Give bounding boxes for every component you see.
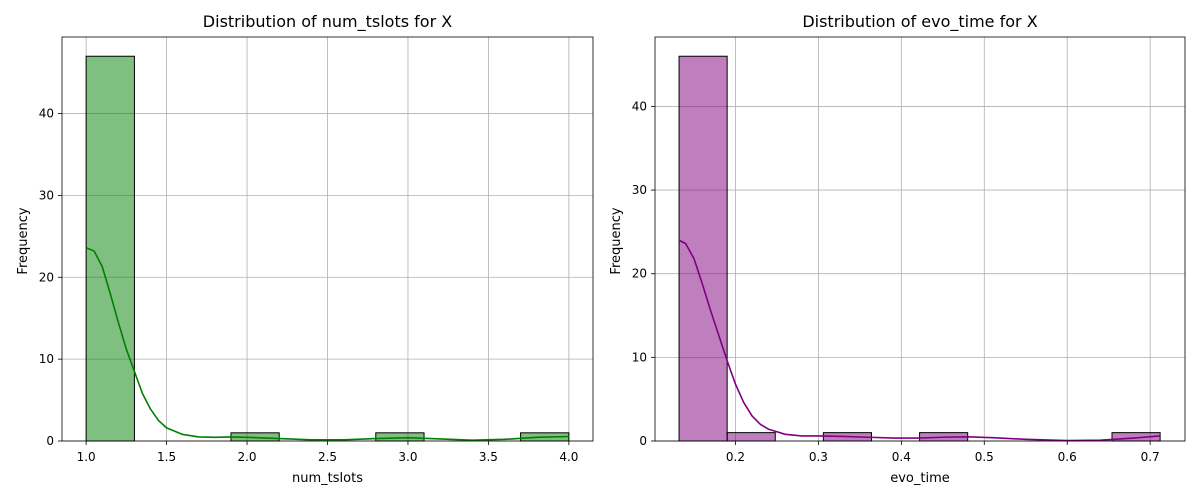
- grid: [62, 37, 593, 442]
- y-tick-label: 40: [632, 99, 647, 113]
- x-tick-label: 3.5: [479, 450, 498, 464]
- bars: [678, 55, 1161, 442]
- x-tick-label: 0.7: [1141, 450, 1160, 464]
- x-tick-label: 0.4: [892, 450, 911, 464]
- y-tick-label: 0: [639, 434, 647, 448]
- x-tick-label: 2.0: [237, 450, 256, 464]
- x-tick-label: 1.0: [77, 450, 96, 464]
- histogram-bar: [375, 432, 425, 442]
- x-axis-label: evo_time: [890, 471, 950, 486]
- y-tick-label: 30: [632, 183, 647, 197]
- ticks: 0.2 0.3 0.4 0.5 0.6 0.7 0 10 20 30 40: [632, 99, 1160, 464]
- x-tick-label: 0.2: [726, 450, 745, 464]
- subplot-evo-time: 0.2 0.3 0.4 0.5 0.6 0.7 0 10 20 30 40 Distribution…: [609, 12, 1186, 486]
- y-axis-label: Frequency: [16, 207, 31, 274]
- x-tick-label: 3.0: [398, 450, 417, 464]
- y-axis-label: Frequency: [609, 207, 624, 274]
- histogram-bar: [726, 432, 776, 442]
- y-tick-label: 10: [39, 352, 54, 366]
- x-axis-label: num_tslots: [292, 471, 363, 486]
- histogram-bar: [678, 55, 728, 442]
- x-tick-label: 2.5: [318, 450, 337, 464]
- ticks: 1.0 1.5 2.0 2.5 3.0 3.5 4.0 0 10 20 30 40: [39, 107, 579, 464]
- y-tick-label: 0: [46, 434, 54, 448]
- chart-title: Distribution of evo_time for X: [802, 12, 1037, 32]
- histogram-bar: [85, 55, 135, 442]
- x-tick-label: 0.5: [975, 450, 994, 464]
- y-tick-label: 30: [39, 188, 54, 202]
- x-tick-label: 0.6: [1058, 450, 1077, 464]
- kde-curve: [85, 247, 569, 441]
- subplot-num-tslots: 1.0 1.5 2.0 2.5 3.0 3.5 4.0 0 10 20 30 40 Distribut…: [16, 12, 594, 486]
- y-tick-label: 40: [39, 107, 54, 121]
- x-tick-label: 1.5: [157, 450, 176, 464]
- x-tick-label: 4.0: [559, 450, 578, 464]
- y-tick-label: 20: [632, 267, 647, 281]
- axes-frame: [654, 36, 1186, 442]
- y-tick-label: 20: [39, 270, 54, 284]
- chart-title: Distribution of num_tslots for X: [203, 12, 452, 32]
- x-tick-label: 0.3: [809, 450, 828, 464]
- kde-curve: [678, 239, 1161, 442]
- y-tick-label: 10: [632, 350, 647, 364]
